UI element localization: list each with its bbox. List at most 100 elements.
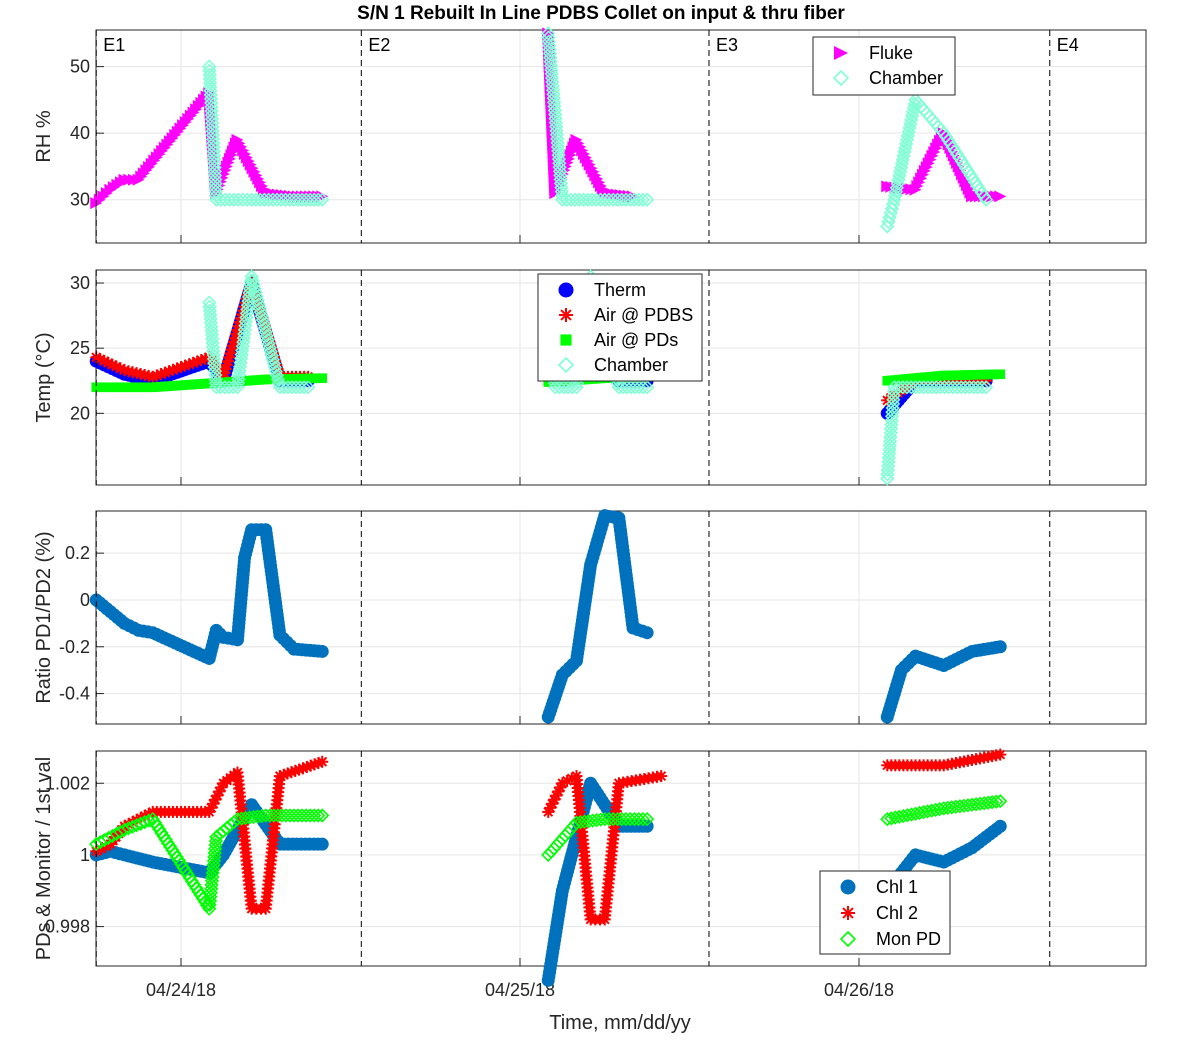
legend-entry: Air @ PDs	[594, 330, 678, 350]
y-tick-label: 0.2	[65, 543, 90, 563]
data-point	[253, 304, 268, 320]
data-point	[993, 794, 1008, 809]
data-point	[552, 156, 567, 171]
data-point	[209, 793, 222, 806]
legend-marker	[560, 334, 572, 346]
data-point	[916, 805, 931, 820]
data-point	[544, 70, 560, 86]
data-point	[655, 770, 668, 783]
data-point	[541, 34, 557, 49]
legend-marker	[558, 282, 574, 298]
data-point	[315, 192, 330, 207]
data-point	[547, 103, 562, 118]
legend-panel-4: Chl 1 Chl 2 Mon PD	[819, 870, 951, 955]
data-point	[978, 192, 994, 207]
data-point	[552, 164, 568, 179]
y-tick-label: 25	[70, 338, 90, 358]
legend-entry: Chamber	[594, 355, 668, 375]
data-point	[994, 748, 1007, 761]
y-tick-label: -0.2	[59, 637, 90, 657]
legend-panel-2: Therm Air @ PDBS Air @ PDs Chamber	[537, 273, 703, 382]
legend-marker	[559, 308, 573, 322]
panel-3: -0.4 -0.2 0 0.2 Ratio PD1/PD2 (%)	[33, 510, 1147, 725]
y-tick-label: 30	[70, 273, 90, 293]
data-point	[265, 352, 280, 367]
y-tick-label: 30	[70, 190, 90, 210]
data-point	[553, 172, 568, 187]
data-point	[245, 273, 260, 288]
legend-entry: Therm	[594, 280, 646, 300]
legend-entry: Fluke	[869, 43, 913, 63]
legend-entry: Mon PD	[876, 929, 941, 949]
data-point	[267, 360, 282, 375]
legend-entry: Chl 2	[876, 903, 918, 923]
data-point	[892, 809, 907, 824]
data-point	[543, 54, 558, 69]
legend-marker	[834, 46, 848, 60]
data-point	[256, 316, 271, 332]
data-point	[311, 808, 326, 823]
data-point	[995, 369, 1006, 380]
legend-marker	[557, 356, 575, 374]
data-point	[250, 293, 265, 308]
data-point	[884, 811, 899, 826]
data-point	[266, 356, 281, 371]
event-label: E2	[368, 35, 390, 55]
data-point	[920, 804, 935, 819]
data-point	[199, 898, 215, 913]
data-point	[543, 50, 558, 65]
data-point	[553, 168, 568, 183]
y-tick-label: 0	[80, 590, 90, 610]
data-point	[548, 111, 563, 126]
data-point	[316, 755, 329, 768]
data-point	[262, 340, 277, 355]
data-point	[546, 91, 561, 106]
x-axis-label: Time, mm/dd/yy	[549, 1012, 691, 1034]
data-point	[550, 139, 566, 155]
data-point	[549, 119, 564, 134]
data-point	[545, 78, 560, 94]
data-point	[246, 277, 261, 292]
series-ratio	[89, 509, 1007, 724]
data-point	[315, 644, 329, 658]
y-axis-label: Ratio PD1/PD2 (%)	[33, 531, 55, 703]
data-point	[542, 42, 557, 57]
data-point	[974, 380, 990, 395]
data-point	[269, 368, 284, 383]
data-point	[541, 30, 556, 45]
data-point	[542, 46, 558, 61]
data-point	[255, 312, 270, 328]
data-point	[547, 99, 562, 114]
legend-entry: Air @ PDBS	[594, 305, 693, 325]
data-point	[551, 152, 567, 167]
data-point	[257, 320, 272, 336]
data-point	[993, 819, 1007, 833]
data-point	[554, 180, 569, 195]
event-label: E3	[716, 35, 738, 55]
data-point	[541, 26, 556, 41]
data-point	[551, 147, 566, 163]
data-point	[244, 269, 259, 284]
data-point	[978, 380, 994, 395]
data-point	[635, 192, 651, 207]
data-point	[263, 344, 278, 359]
data-point	[543, 58, 559, 73]
data-point	[904, 807, 919, 822]
data-point	[226, 380, 241, 395]
data-point	[549, 127, 564, 142]
legend-panel-1: Fluke Chamber	[812, 36, 956, 96]
data-point	[247, 281, 262, 296]
data-point	[880, 811, 895, 827]
x-tick-label: 04/25/18	[485, 980, 555, 1000]
legend-marker	[840, 879, 856, 895]
data-point	[258, 324, 273, 340]
data-point	[635, 811, 651, 827]
data-point	[268, 364, 283, 379]
data-point	[976, 189, 992, 204]
data-point	[544, 66, 559, 82]
y-tick-label: 50	[70, 57, 90, 77]
data-point	[912, 805, 927, 821]
legend-marker	[832, 69, 850, 87]
y-tick-label: -0.4	[59, 684, 90, 704]
